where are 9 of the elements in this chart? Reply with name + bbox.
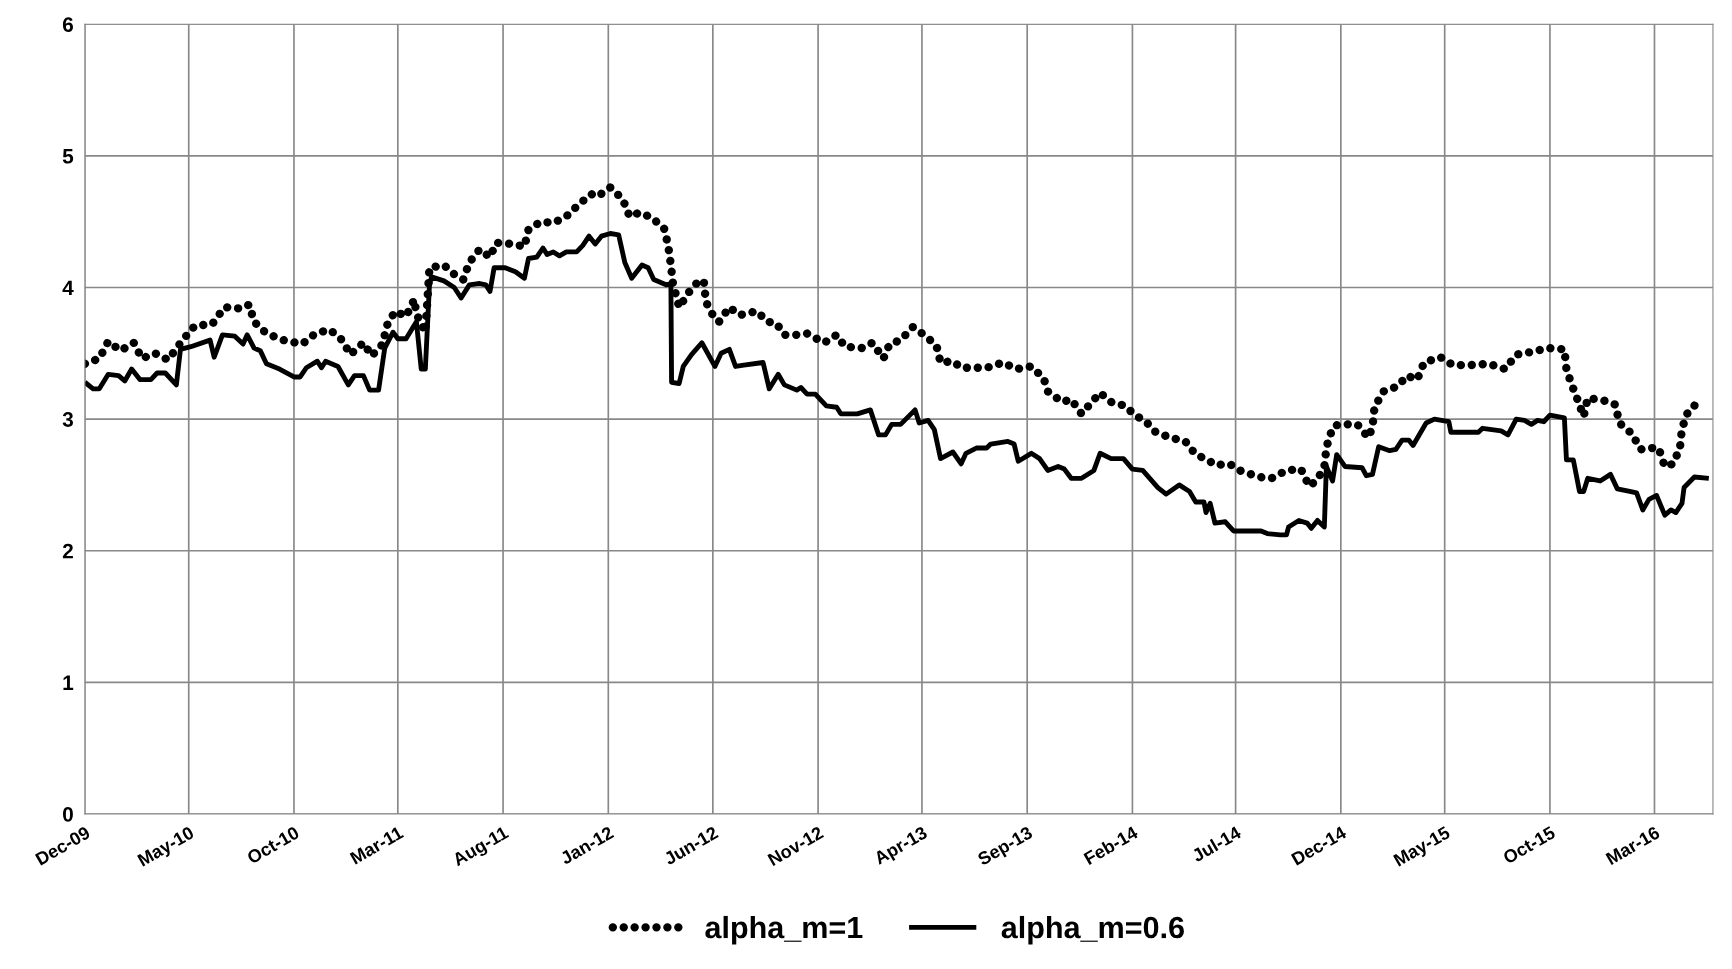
y-tick-label: 2 [62,543,73,559]
y-tick-label: 4 [62,280,74,296]
y-tick-label: 5 [62,149,74,164]
y-tick-label: 6 [62,17,73,32]
y-tick-label: 3 [62,412,73,427]
legend-label: alpha_m=0.6 [1001,915,1184,945]
y-tick-label: 0 [63,806,73,822]
y-tick-label: 1 [63,675,74,690]
legend-label: alpha_m=1 [705,915,863,945]
